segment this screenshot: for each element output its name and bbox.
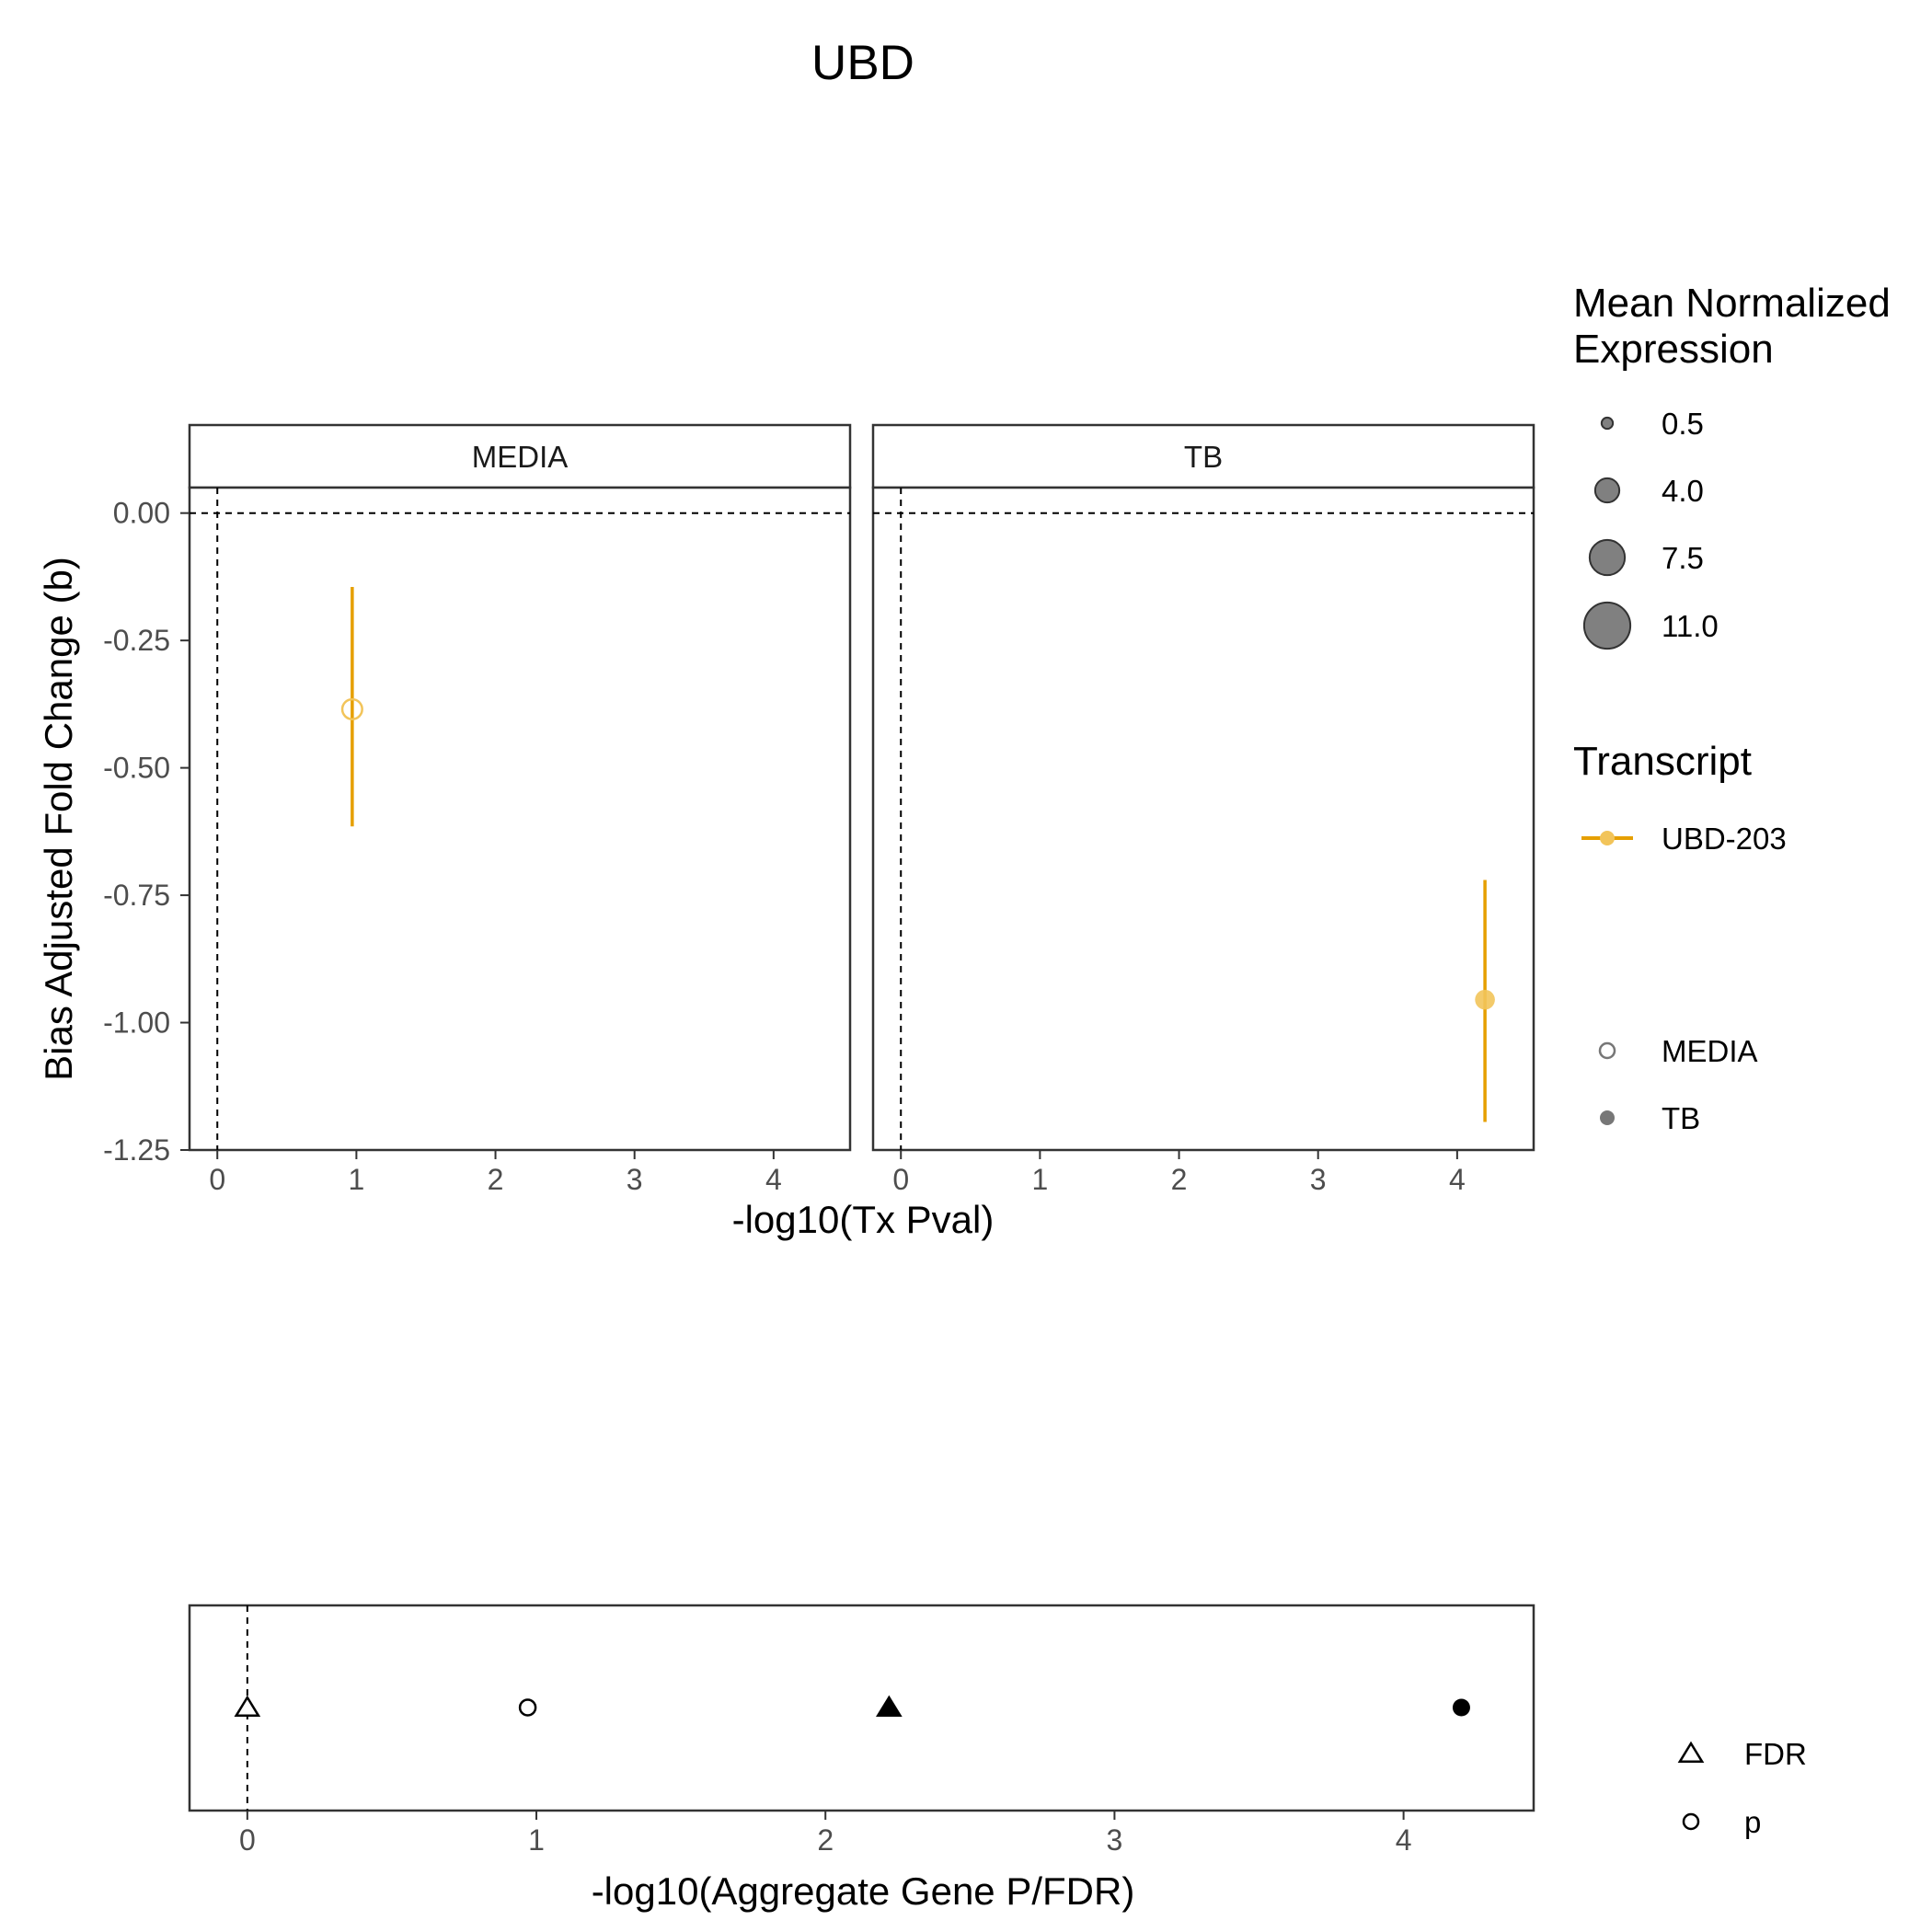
x-tick-label: 1: [348, 1163, 364, 1196]
legend-size-key: [1593, 477, 1621, 504]
legend-size-label: 4.0: [1662, 474, 1704, 508]
legend-transcript-label: UBD-203: [1662, 822, 1787, 856]
legend-condition-key-filled: [1600, 1110, 1615, 1125]
legend-size-key: [1588, 538, 1627, 577]
x-tick-label: 4: [1449, 1163, 1466, 1196]
bottom-x-tick-label: 2: [817, 1823, 834, 1857]
aggregate-fdr-tb-point: [876, 1695, 903, 1718]
legend-size-title: Expression: [1573, 327, 1774, 372]
facet-strip-label: TB: [1184, 440, 1223, 474]
aggregate-p-media-point: [518, 1698, 537, 1717]
x-tick-label: 1: [1031, 1163, 1048, 1196]
legend-size-label: 11.0: [1662, 609, 1719, 643]
y-tick-label: 0.00: [113, 497, 170, 530]
aggregate-p-tb-point: [1452, 1698, 1470, 1717]
legend-transcript-point: [1600, 831, 1615, 845]
aggregate-fdr-media-point: [234, 1695, 261, 1718]
legend-size-label: 0.5: [1662, 407, 1704, 441]
legend-measure-label: FDR: [1744, 1737, 1807, 1771]
facet-strip: [188, 423, 852, 489]
panel-border: [871, 486, 1535, 1152]
chart-title: UBD: [811, 36, 914, 90]
y-tick-label: -0.75: [103, 879, 170, 912]
facet-strip: [871, 423, 1535, 489]
legend-measure-key: [1677, 1741, 1705, 1764]
x-tick-label: 0: [892, 1163, 909, 1196]
x-tick-label: 2: [488, 1163, 504, 1196]
x-tick-label: 3: [1310, 1163, 1327, 1196]
legend-size-title: Mean Normalized: [1573, 281, 1891, 326]
x-tick-label: 4: [765, 1163, 782, 1196]
legend-size-label: 7.5: [1662, 541, 1704, 575]
y-tick-label: -1.25: [103, 1133, 170, 1167]
y-axis-title: Bias Adjusted Fold Change (b): [37, 557, 80, 1081]
x-axis-title: -log10(Tx Pval): [732, 1198, 995, 1241]
bottom-x-tick-label: 0: [239, 1823, 256, 1857]
legend-condition-label: TB: [1662, 1101, 1700, 1135]
panel-border: [188, 486, 852, 1152]
bottom-x-tick-label: 3: [1107, 1823, 1123, 1857]
y-tick-label: -0.50: [103, 752, 170, 785]
data-point-ubd-203-tb: [1475, 989, 1495, 1010]
legend-transcript-title: Transcript: [1573, 739, 1752, 784]
bottom-x-tick-label: 4: [1396, 1823, 1412, 1857]
y-tick-label: -0.25: [103, 624, 170, 657]
x-tick-label: 0: [209, 1163, 225, 1196]
bottom-x-tick-label: 1: [528, 1823, 545, 1857]
bottom-panel-border: [188, 1604, 1535, 1812]
facet-strip-label: MEDIA: [472, 440, 569, 474]
x-tick-label: 2: [1171, 1163, 1188, 1196]
data-point-ubd-203-media: [340, 697, 363, 720]
legend-measure-key: [1682, 1812, 1700, 1831]
legend-measure-label: p: [1744, 1805, 1761, 1839]
legend-size-key: [1582, 601, 1632, 650]
y-tick-label: -1.00: [103, 1006, 170, 1040]
legend-condition-key-open: [1598, 1041, 1616, 1060]
bottom-x-axis-title: -log10(Aggregate Gene P/FDR): [592, 1869, 1135, 1913]
x-tick-label: 3: [627, 1163, 643, 1196]
legend-size-key: [1600, 416, 1615, 431]
legend-condition-label: MEDIA: [1662, 1034, 1758, 1068]
